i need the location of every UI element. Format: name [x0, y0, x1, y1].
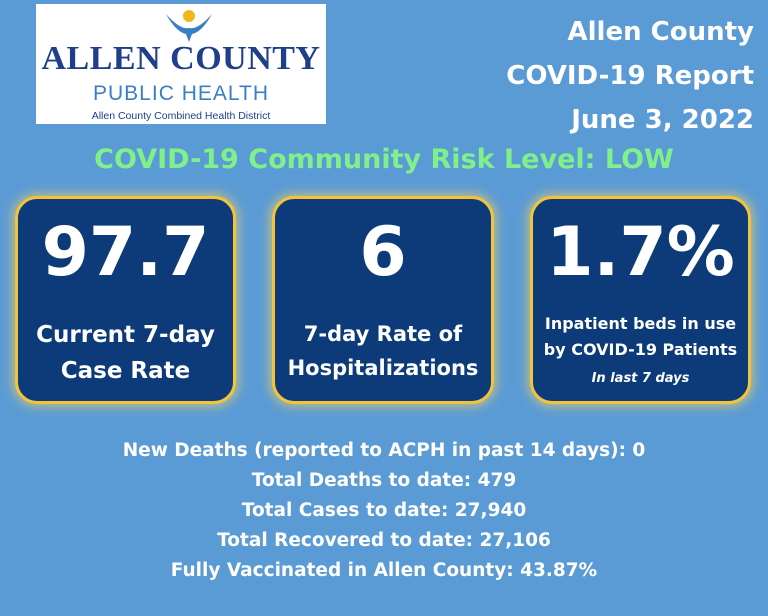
hospitalizations-value: 6: [359, 213, 407, 292]
hospitalizations-label-line2: Hospitalizations: [287, 356, 479, 380]
logo-name: ALLEN COUNTY: [41, 40, 321, 77]
logo-tagline: Allen County Combined Health District: [91, 110, 271, 122]
report-county: Allen County: [567, 17, 754, 47]
case-rate-label: Current 7-day Case Rate: [18, 317, 233, 389]
stat-fully-vaccinated: Fully Vaccinated in Allen County: 43.87%: [170, 560, 598, 581]
allen-county-logo: ALLEN COUNTY PUBLIC HEALTH Allen County …: [36, 4, 326, 124]
hospitalizations-label-line1: 7-day Rate of: [303, 322, 463, 346]
inpatient-beds-label-line1: Inpatient beds in use: [544, 314, 737, 333]
report-header: Allen County COVID-19 Report June 3, 202…: [506, 10, 754, 142]
inpatient-beds-note: In last 7 days: [591, 371, 690, 386]
stat-total-recovered: Total Recovered to date: 27,106: [217, 530, 551, 551]
case-rate-value: 97.7: [41, 213, 210, 292]
stats-list: New Deaths (reported to ACPH in past 14 …: [0, 436, 768, 586]
inpatient-beds-label: Inpatient beds in use by COVID-19 Patien…: [533, 311, 748, 363]
community-risk-level: COVID-19 Community Risk Level: LOW: [94, 144, 674, 175]
stat-total-deaths: Total Deaths to date: 479: [251, 470, 517, 491]
case-rate-label-line1: Current 7-day: [36, 322, 215, 348]
logo-subtitle: PUBLIC HEALTH: [93, 82, 269, 105]
case-rate-label-line2: Case Rate: [60, 358, 191, 384]
hospitalizations-card: 6 7-day Rate of Hospitalizations: [272, 196, 494, 404]
stat-total-cases: Total Cases to date: 27,940: [241, 500, 527, 521]
inpatient-beds-card: 1.7% Inpatient beds in use by COVID-19 P…: [530, 196, 751, 404]
report-date: June 3, 2022: [571, 105, 754, 135]
inpatient-beds-value: 1.7%: [546, 213, 735, 292]
stat-new-deaths: New Deaths (reported to ACPH in past 14 …: [122, 440, 646, 461]
case-rate-card: 97.7 Current 7-day Case Rate: [15, 196, 236, 404]
report-title: COVID-19 Report: [506, 61, 754, 91]
person-figure-icon: [166, 10, 212, 42]
hospitalizations-label: 7-day Rate of Hospitalizations: [275, 317, 491, 385]
inpatient-beds-label-line2: by COVID-19 Patients: [543, 340, 738, 359]
